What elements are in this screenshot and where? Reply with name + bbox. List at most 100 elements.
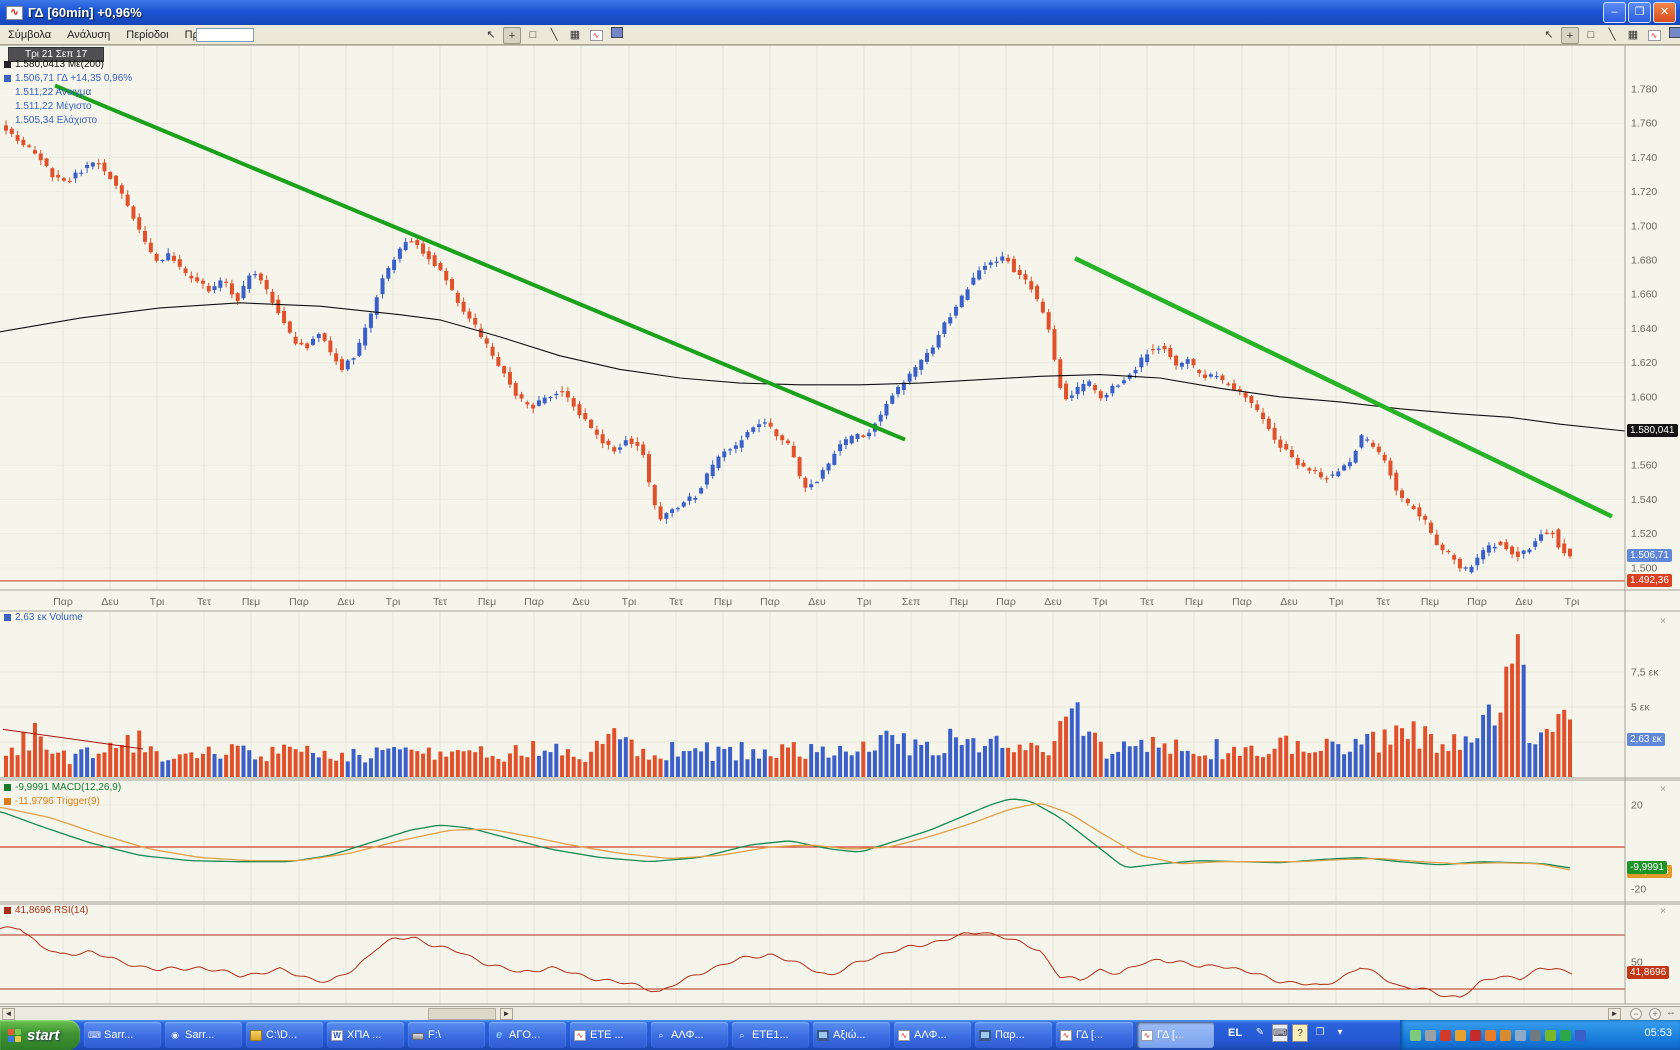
toolbar-left: ↖ + □ ╲ ▦ ∿ [482, 26, 626, 44]
svg-text:×: × [1660, 783, 1666, 795]
update-icon[interactable] [1425, 1029, 1436, 1041]
menu-symbols[interactable]: Σύμβολα [8, 28, 52, 41]
window-title: ΓΔ [60min] +0,96% [28, 5, 142, 20]
cursor-icon[interactable]: ↖ [486, 28, 496, 41]
svg-text:Παρ: Παρ [996, 596, 1016, 608]
task-button[interactable]: ⌕ ΑΛΦ... [651, 1022, 728, 1048]
cursor-icon[interactable]: ↖ [1544, 28, 1554, 41]
mail-icon[interactable] [1470, 1029, 1481, 1041]
app-icon[interactable] [1575, 1029, 1586, 1041]
svg-text:Δευ: Δευ [808, 596, 826, 608]
task-button[interactable]: ◉ Sarr... [165, 1022, 242, 1048]
task-button[interactable]: F:\ [408, 1022, 485, 1048]
symbol-input[interactable] [196, 28, 254, 42]
keyboard-icon[interactable]: ⌨ [1272, 1024, 1288, 1042]
gridlines [0, 46, 1625, 1004]
task-button[interactable]: e ΑΓΟ... [489, 1022, 566, 1048]
nvidia-icon[interactable] [1545, 1029, 1556, 1041]
scrollbar-thumb[interactable] [428, 1008, 496, 1020]
restore-button[interactable]: ❐ [1628, 2, 1651, 23]
taskbar: start ⌨ Sarr... ◉ Sarr... C:\D... W ΧΠΑ ... F:\… [0, 1020, 1680, 1050]
options-caret-icon[interactable]: ▾ [1337, 1027, 1343, 1038]
doc-icon[interactable] [1485, 1029, 1496, 1041]
scroll-left-icon[interactable]: ◄ [2, 1008, 15, 1020]
task-button-label: Sarr... [185, 1029, 215, 1041]
svg-text:Πεμ: Πεμ [950, 596, 968, 608]
system-tray [1400, 1020, 1680, 1050]
task-button-label: ΧΠΑ ... [347, 1029, 382, 1041]
trendline-icon[interactable]: ╲ [1608, 28, 1616, 41]
svg-text:1.640: 1.640 [1631, 323, 1657, 335]
svg-text:Τετ: Τετ [1140, 596, 1155, 608]
svg-text:1.600: 1.600 [1631, 391, 1657, 403]
task-button[interactable]: ∿ ΓΔ [... [1137, 1022, 1214, 1048]
menu-periods[interactable]: Περίοδοι [126, 28, 169, 41]
task-button[interactable]: ⌕ ΕΤΕ1... [732, 1022, 809, 1048]
task-button-label: Παρ... [995, 1029, 1025, 1041]
save-icon[interactable] [608, 26, 626, 44]
help-icon[interactable]: ? [1292, 1024, 1308, 1042]
usb-icon[interactable] [1410, 1029, 1421, 1041]
svg-text:Τρι: Τρι [1565, 596, 1580, 608]
region-icon[interactable]: □ [529, 28, 537, 41]
save-icon[interactable] [1666, 26, 1680, 44]
trendline-icon[interactable]: ╲ [550, 28, 558, 41]
language-indicator[interactable]: EL [1228, 1027, 1243, 1039]
task-button[interactable]: Αξιώ... [813, 1022, 890, 1048]
zoom-in-icon[interactable]: + [1649, 1008, 1661, 1020]
svg-text:Τρι: Τρι [150, 596, 165, 608]
svg-text:1.520: 1.520 [1631, 528, 1657, 540]
faces-icon[interactable] [1515, 1029, 1526, 1041]
user-icon[interactable] [1500, 1029, 1511, 1041]
grid-icon[interactable]: ▦ [569, 28, 581, 41]
fit-width-icon[interactable]: ↔ [1666, 1007, 1676, 1018]
svg-text:1.780: 1.780 [1631, 84, 1657, 96]
chart-icon[interactable]: ∿ [1645, 27, 1663, 44]
alert-icon[interactable] [1440, 1029, 1451, 1041]
pen-icon[interactable]: ✎ [1255, 1027, 1265, 1038]
scanner-icon[interactable] [1560, 1029, 1571, 1041]
crosshair-icon[interactable]: + [503, 26, 521, 44]
word-icon: W [331, 1029, 343, 1041]
scroll-right-end-icon[interactable]: ► [1608, 1008, 1621, 1020]
search-icon: ⌕ [658, 1029, 664, 1040]
keyboard-icon: ⌨ [88, 1029, 101, 1040]
scroll-right-icon[interactable]: ► [500, 1008, 513, 1020]
task-button[interactable]: ∿ ΕΤΕ ... [570, 1022, 647, 1048]
macd-trigger-line [0, 803, 1571, 871]
grid-icon[interactable]: ▦ [1627, 28, 1639, 41]
task-button[interactable]: ⌨ Sarr... [84, 1022, 161, 1048]
task-button[interactable]: ∿ ΑΛΦ... [894, 1022, 971, 1048]
swoosh-icon[interactable] [1530, 1029, 1541, 1041]
zoom-out-icon[interactable]: − [1630, 1008, 1642, 1020]
trendline [1074, 256, 1613, 519]
svg-text:1.720: 1.720 [1631, 186, 1657, 198]
menu-analysis[interactable]: Ανάλυση [67, 28, 111, 41]
task-button[interactable]: C:\D... [246, 1022, 323, 1048]
task-button[interactable]: ∿ ΓΔ [... [1056, 1022, 1133, 1048]
svg-text:Παρ: Παρ [1467, 596, 1487, 608]
chart-icon[interactable]: ∿ [587, 27, 605, 44]
svg-text:Παρ: Παρ [760, 596, 780, 608]
minimize-button[interactable]: – [1603, 2, 1626, 23]
task-button[interactable]: W ΧΠΑ ... [327, 1022, 404, 1048]
chart-canvas[interactable]: 1.780 1.760 1.740 1.720 1.700 1.680 1.660 1.640… [0, 44, 1680, 1006]
volume-trendline [2, 728, 144, 750]
language-bar: ✎ ⌨ ? ❐ ▾ [1252, 1024, 1348, 1042]
crosshair-icon[interactable]: + [1561, 26, 1579, 44]
horizontal-scrollbar[interactable]: ◄ ► ► − + ↔ [0, 1006, 1680, 1020]
task-button[interactable]: Παρ... [975, 1022, 1052, 1048]
trendline [54, 83, 906, 442]
tray-icons [1410, 1029, 1586, 1041]
svg-text:Πεμ: Πεμ [1185, 596, 1203, 608]
close-button[interactable]: ✕ [1653, 2, 1676, 23]
chart-area: 1.780 1.760 1.740 1.720 1.700 1.680 1.660 1.640… [0, 44, 1680, 1020]
region-icon[interactable]: □ [1587, 28, 1595, 41]
svg-text:1.560: 1.560 [1631, 460, 1657, 472]
restore-toolbar-icon[interactable]: ❐ [1315, 1027, 1325, 1038]
start-button[interactable]: start [0, 1020, 80, 1050]
svg-text:Τετ: Τετ [433, 596, 448, 608]
shield-icon[interactable] [1455, 1029, 1466, 1041]
svg-text:Πεμ: Πεμ [242, 596, 260, 608]
svg-text:Τρι: Τρι [386, 596, 401, 608]
